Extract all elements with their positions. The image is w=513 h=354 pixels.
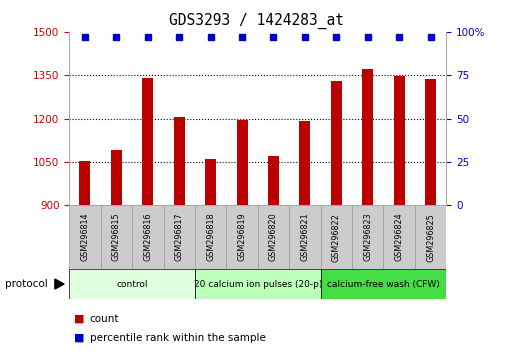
Bar <box>132 205 164 269</box>
Text: count: count <box>90 314 120 324</box>
Text: protocol: protocol <box>5 279 48 289</box>
Bar <box>164 205 195 269</box>
Bar <box>393 76 405 205</box>
Bar <box>195 205 226 269</box>
Text: GSM296825: GSM296825 <box>426 213 435 262</box>
Text: GSM296816: GSM296816 <box>143 213 152 262</box>
Text: GSM296815: GSM296815 <box>112 213 121 262</box>
Text: GSM296821: GSM296821 <box>301 213 309 262</box>
Bar <box>258 205 289 269</box>
Text: GSM296814: GSM296814 <box>81 213 89 262</box>
Bar <box>174 117 185 205</box>
Text: 20 calcium ion pulses (20-p): 20 calcium ion pulses (20-p) <box>193 280 322 289</box>
Bar <box>352 205 383 269</box>
Bar <box>226 205 258 269</box>
Bar <box>69 205 101 269</box>
Bar <box>69 269 195 299</box>
Text: calcium-free wash (CFW): calcium-free wash (CFW) <box>327 280 440 289</box>
Text: ■: ■ <box>74 333 85 343</box>
Bar <box>321 205 352 269</box>
Text: GSM296817: GSM296817 <box>175 213 184 262</box>
Text: ■: ■ <box>74 314 85 324</box>
Bar <box>101 205 132 269</box>
Text: control: control <box>116 280 148 289</box>
Text: percentile rank within the sample: percentile rank within the sample <box>90 333 266 343</box>
Bar <box>205 159 216 205</box>
Bar <box>383 205 415 269</box>
Bar <box>236 120 248 205</box>
Bar <box>142 78 153 205</box>
Bar <box>331 81 342 205</box>
Text: GSM296823: GSM296823 <box>363 213 372 262</box>
Bar <box>195 269 321 299</box>
Bar <box>362 69 373 205</box>
Bar <box>111 150 122 205</box>
Text: GSM296822: GSM296822 <box>332 213 341 262</box>
Bar <box>321 269 446 299</box>
Text: GSM296820: GSM296820 <box>269 213 278 262</box>
Bar <box>300 121 310 205</box>
Text: GDS3293 / 1424283_at: GDS3293 / 1424283_at <box>169 12 344 29</box>
Text: GSM296824: GSM296824 <box>394 213 404 262</box>
Bar <box>425 79 436 205</box>
Bar <box>289 205 321 269</box>
Bar <box>80 161 90 205</box>
Text: GSM296819: GSM296819 <box>238 213 247 262</box>
Bar <box>415 205 446 269</box>
Bar <box>268 156 279 205</box>
Text: GSM296818: GSM296818 <box>206 213 215 262</box>
